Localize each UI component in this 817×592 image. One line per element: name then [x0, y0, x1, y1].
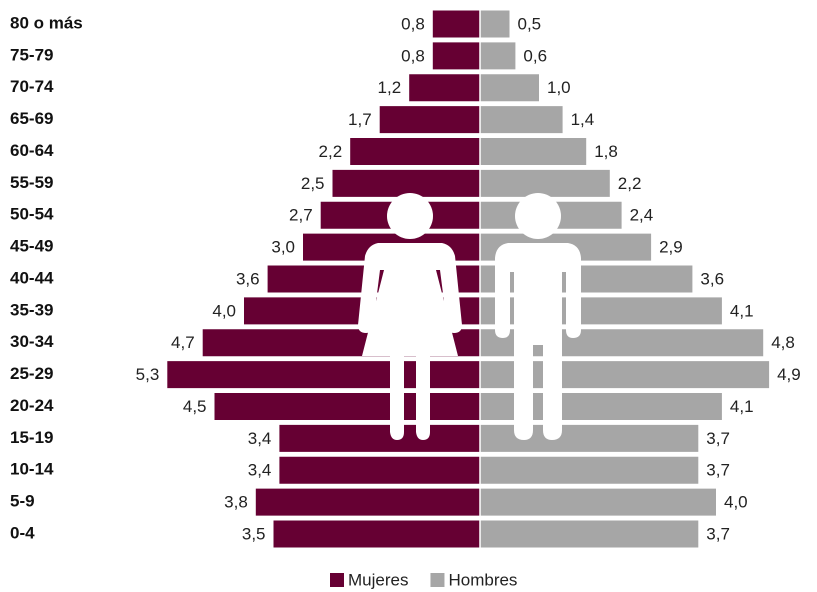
value-label: 4,1: [730, 301, 754, 320]
category-label: 35-39: [10, 300, 53, 319]
category-label: 20-24: [10, 396, 54, 415]
value-label: 4,9: [777, 365, 801, 384]
bar: [279, 424, 480, 452]
bar: [480, 169, 610, 197]
bar: [480, 456, 699, 484]
bar: [167, 361, 481, 389]
value-label: 1,7: [348, 110, 372, 129]
bar: [409, 74, 480, 102]
legend-label: Hombres: [448, 570, 517, 589]
value-label: 3,7: [706, 429, 730, 448]
value-label: 1,0: [547, 78, 571, 97]
man-body: [495, 243, 581, 440]
value-label: 4,7: [171, 333, 195, 352]
category-label: 10-14: [10, 460, 54, 479]
man-head: [515, 193, 561, 239]
value-label: 4,5: [183, 397, 207, 416]
bar: [379, 106, 480, 134]
bar: [480, 106, 563, 134]
value-label: 1,4: [571, 110, 595, 129]
legend: Mujeres Hombres: [330, 570, 517, 589]
legend-swatch: [430, 573, 445, 587]
value-label: 2,5: [301, 174, 325, 193]
bar: [432, 42, 480, 70]
bar: [480, 74, 539, 102]
icons: [358, 193, 581, 440]
value-label: 2,9: [659, 238, 683, 257]
value-label: 3,8: [224, 493, 248, 512]
value-label: 5,3: [136, 365, 160, 384]
value-label: 2,4: [630, 206, 654, 225]
value-label: 2,2: [319, 142, 343, 161]
bar: [480, 10, 510, 38]
value-label: 3,4: [248, 429, 272, 448]
category-label: 80 o más: [10, 13, 83, 32]
value-label: 3,6: [700, 269, 724, 288]
bar: [480, 424, 699, 452]
value-label: 3,5: [242, 524, 266, 543]
category-label: 60-64: [10, 141, 54, 160]
value-label: 4,8: [771, 333, 795, 352]
bar: [480, 520, 699, 548]
value-label: 1,8: [594, 142, 618, 161]
value-label: 2,7: [289, 206, 313, 225]
legend-label: Mujeres: [348, 570, 408, 589]
category-label: 75-79: [10, 45, 53, 64]
value-label: 3,4: [248, 461, 272, 480]
category-label: 25-29: [10, 364, 53, 383]
value-label: 1,2: [378, 78, 402, 97]
value-label: 3,0: [271, 238, 295, 257]
bar: [273, 520, 480, 548]
category-label: 15-19: [10, 428, 53, 447]
category-label: 40-44: [10, 268, 54, 287]
woman-body: [358, 243, 462, 440]
category-label: 45-49: [10, 237, 53, 256]
value-label: 0,5: [518, 14, 542, 33]
bar: [279, 456, 480, 484]
category-label: 70-74: [10, 77, 54, 96]
bar: [432, 10, 480, 38]
woman-head: [387, 193, 433, 239]
value-label: 4,0: [212, 301, 236, 320]
category-label: 65-69: [10, 109, 53, 128]
value-label: 0,8: [401, 14, 425, 33]
bar: [332, 169, 480, 197]
value-label: 3,7: [706, 461, 730, 480]
category-label: 5-9: [10, 492, 35, 511]
value-label: 4,1: [730, 397, 754, 416]
value-label: 2,2: [618, 174, 642, 193]
bar: [214, 393, 480, 420]
value-label: 3,6: [236, 269, 260, 288]
value-label: 0,8: [401, 46, 425, 65]
value-label: 4,0: [724, 493, 748, 512]
category-label: 55-59: [10, 173, 53, 192]
value-label: 0,6: [523, 46, 547, 65]
category-label: 0-4: [10, 523, 35, 542]
category-label: 50-54: [10, 205, 54, 224]
bar: [480, 488, 716, 516]
bar: [255, 488, 480, 516]
legend-swatch: [330, 573, 344, 587]
category-label: 30-34: [10, 332, 54, 351]
bar: [350, 138, 480, 165]
bar: [480, 42, 516, 70]
value-label: 3,7: [706, 524, 730, 543]
bar: [480, 138, 587, 165]
